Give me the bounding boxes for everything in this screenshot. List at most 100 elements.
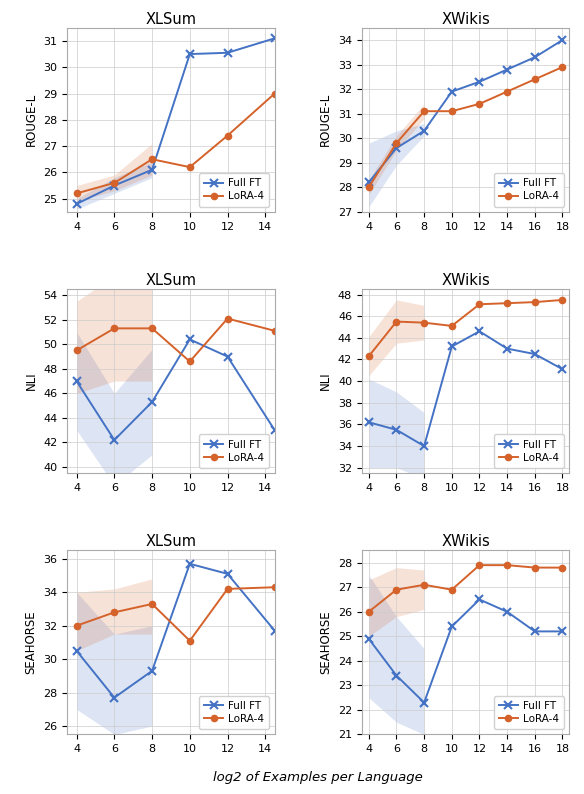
Full FT: [531, 349, 538, 359]
Full FT: [449, 341, 456, 351]
Full FT: [111, 693, 118, 703]
Legend: Full FT, LoRA-4: Full FT, LoRA-4: [199, 696, 269, 729]
Full FT: [271, 626, 278, 635]
Full FT: [148, 165, 155, 175]
Line: Full FT: Full FT: [365, 37, 566, 186]
Full FT: [224, 569, 231, 579]
Full FT: [393, 425, 400, 434]
LoRA-4: [449, 585, 456, 595]
LoRA-4: [531, 297, 538, 306]
LoRA-4: [476, 299, 483, 309]
LoRA-4: [365, 607, 372, 616]
LoRA-4: [148, 155, 155, 164]
LoRA-4: [449, 321, 456, 330]
LoRA-4: [73, 189, 80, 198]
Line: LoRA-4: LoRA-4: [74, 315, 278, 364]
Line: LoRA-4: LoRA-4: [366, 64, 566, 191]
Full FT: [73, 376, 80, 386]
LoRA-4: [111, 607, 118, 617]
LoRA-4: [224, 131, 231, 141]
Title: XLSum: XLSum: [145, 12, 196, 27]
Full FT: [531, 52, 538, 62]
Title: XLSum: XLSum: [145, 273, 196, 288]
Y-axis label: NLI: NLI: [25, 372, 37, 391]
LoRA-4: [271, 326, 278, 336]
LoRA-4: [559, 563, 566, 572]
LoRA-4: [365, 183, 372, 192]
LoRA-4: [559, 295, 566, 305]
LoRA-4: [148, 599, 155, 609]
Full FT: [393, 143, 400, 152]
Full FT: [420, 441, 427, 451]
Full FT: [365, 418, 372, 427]
Full FT: [420, 126, 427, 136]
Y-axis label: ROUGE-L: ROUGE-L: [319, 93, 332, 146]
LoRA-4: [393, 585, 400, 595]
Y-axis label: SEAHORSE: SEAHORSE: [319, 611, 332, 674]
LoRA-4: [393, 138, 400, 148]
Full FT: [476, 77, 483, 87]
Title: XLSum: XLSum: [145, 534, 196, 549]
Line: LoRA-4: LoRA-4: [366, 297, 566, 360]
LoRA-4: [503, 299, 510, 308]
Legend: Full FT, LoRA-4: Full FT, LoRA-4: [199, 173, 269, 206]
LoRA-4: [420, 580, 427, 589]
LoRA-4: [365, 352, 372, 361]
Full FT: [449, 87, 456, 96]
Full FT: [365, 178, 372, 187]
LoRA-4: [224, 314, 231, 323]
Line: LoRA-4: LoRA-4: [74, 584, 278, 644]
Full FT: [186, 559, 193, 569]
Line: Full FT: Full FT: [73, 560, 279, 701]
LoRA-4: [420, 106, 427, 116]
LoRA-4: [503, 561, 510, 570]
Full FT: [559, 35, 566, 44]
Line: LoRA-4: LoRA-4: [74, 91, 278, 197]
Title: XWikis: XWikis: [442, 12, 490, 27]
Line: Full FT: Full FT: [73, 336, 279, 444]
Full FT: [111, 181, 118, 191]
Full FT: [503, 65, 510, 75]
Full FT: [476, 326, 483, 336]
Legend: Full FT, LoRA-4: Full FT, LoRA-4: [494, 434, 564, 468]
LoRA-4: [420, 318, 427, 327]
Line: LoRA-4: LoRA-4: [366, 562, 566, 615]
Full FT: [503, 607, 510, 616]
Full FT: [271, 33, 278, 43]
Full FT: [148, 397, 155, 407]
Line: Full FT: Full FT: [73, 34, 279, 208]
LoRA-4: [73, 621, 80, 630]
Full FT: [420, 698, 427, 707]
Full FT: [476, 595, 483, 604]
LoRA-4: [476, 99, 483, 109]
LoRA-4: [148, 324, 155, 333]
LoRA-4: [531, 563, 538, 572]
LoRA-4: [559, 62, 566, 71]
Full FT: [559, 364, 566, 374]
Legend: Full FT, LoRA-4: Full FT, LoRA-4: [494, 696, 564, 729]
LoRA-4: [186, 357, 193, 366]
LoRA-4: [73, 345, 80, 355]
Full FT: [73, 199, 80, 209]
Full FT: [111, 435, 118, 445]
LoRA-4: [476, 561, 483, 570]
Full FT: [186, 334, 193, 344]
Full FT: [559, 626, 566, 636]
Legend: Full FT, LoRA-4: Full FT, LoRA-4: [199, 434, 269, 468]
Full FT: [73, 646, 80, 656]
LoRA-4: [111, 178, 118, 187]
LoRA-4: [503, 87, 510, 96]
Full FT: [449, 622, 456, 631]
Text: log2 of Examples per Language: log2 of Examples per Language: [213, 772, 423, 784]
Full FT: [503, 344, 510, 353]
LoRA-4: [186, 162, 193, 172]
Y-axis label: ROUGE-L: ROUGE-L: [25, 93, 37, 146]
LoRA-4: [186, 636, 193, 646]
LoRA-4: [271, 583, 278, 592]
Legend: Full FT, LoRA-4: Full FT, LoRA-4: [494, 173, 564, 206]
LoRA-4: [111, 324, 118, 333]
Y-axis label: SEAHORSE: SEAHORSE: [25, 611, 37, 674]
Full FT: [224, 48, 231, 57]
Line: Full FT: Full FT: [365, 596, 566, 707]
Full FT: [224, 352, 231, 361]
